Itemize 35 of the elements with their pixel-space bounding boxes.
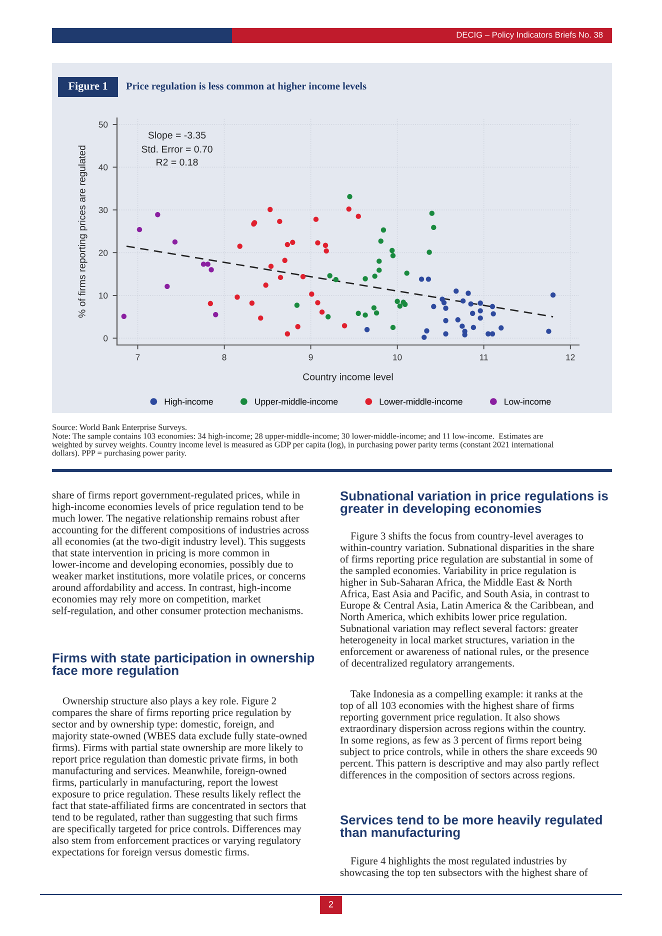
legend-label: Upper-middle-income (255, 398, 338, 406)
y-axis-title: % of firms reporting prices are regulated (78, 146, 88, 318)
text: 2 (328, 901, 334, 908)
text: Take Indonesia as a compelling example: it ranks at the top of all 103 economies with the highest share of firms reporting government price regulation. It also shows extraordinary dispersion across regions within the country. In some regions, as few as 3 percent of firms report being subject to price controls, while in others the share exceeds 90 percent. This pattern is descriptive and may also partly reflect differences in the composition of sectors across regions. (340, 690, 599, 781)
text: Firms with state participation in ownership face more regulation (52, 653, 314, 678)
annotation: Slope = -3.35 (148, 131, 206, 141)
legend-label: High-income (164, 398, 213, 406)
text: Figure 4 highlights the most regulated industries by showcasing the top ten subsectors with the highest share of (340, 857, 588, 878)
text: Note: The sample contains 103 economies: 34 high-income; 28 upper-middle-income; 30 lower-middle-income; and 11 low-income. Estimates are weighted by survey weights. Country income level is measured as GDP per capita (log), in purchasing power parity terms (constant 2021 international dollars). PPP = purchasing power parity. (52, 433, 554, 458)
text: share of firms report government-regulated prices, while in high-income economies levels of price regulation tend to be much lower. The negative relationship remains robust after accounting for the different compositions of industries across all economies (at the two-digit industry level). This suggests that state intervention in pricing is more common in lower-income and developing economies, possibly due to weaker market institutions, more volatile prices, or concerns around affordability and access. In contrast, high-income economies may rely more on competition, market self-regulation, and other consumer protection mechanisms. (52, 491, 309, 616)
x-tick-label: 9 (308, 354, 313, 360)
y-tick-label: 40 (98, 164, 108, 170)
text: DECIG – Policy Indicators Briefs No. 38 (456, 32, 603, 40)
text: Services tend to be more heavily regulated than manufacturing (340, 815, 602, 840)
x-tick-label: 10 (393, 354, 402, 360)
text: Subnational variation in price regulations is greater in developing economies (340, 491, 608, 516)
text: Ownership structure also plays a key role. Figure 2 compares the share of firms reporting price regulation by sector and by ownership type: domestic, foreign, and majority state-owned (WBES data exclude fully state-owned firms). Firms with partial state ownership are more likely to report price regulation than domestic private firms, in both manufacturing and services. Meanwhile, foreign-owned firms, particularly in manufacturing, report the lowest exposure to price regulation. These results likely reflect the fact that state-affiliated firms are concentrated in sectors that tend to be regulated, rather than suggesting that such firms are specifically targeted for price controls. Differences may also stem from enforcement practices or varying regulatory expectations for foreign versus domestic firms. (52, 697, 307, 858)
y-tick-label: 20 (98, 250, 108, 256)
y-tick-label: 10 (99, 292, 108, 299)
source-note: Source: World Bank Enterprise Surveys. (52, 424, 186, 432)
caption: Figure 1 (68, 82, 108, 92)
x-axis-title: Country income level (303, 373, 393, 382)
y-tick-label: 0 (104, 335, 108, 342)
x-tick-label: 7 (136, 354, 140, 360)
x-tick-label: 8 (222, 354, 226, 360)
y-tick-label: 50 (98, 122, 108, 128)
y-tick-label: 30 (98, 207, 108, 214)
legend-label: Low-income (504, 398, 551, 405)
x-tick-label: 11 (480, 354, 488, 360)
annotation: R2 = 0.18 (156, 158, 198, 166)
x-tick-label: 12 (566, 354, 575, 360)
chart-title: Price regulation is less common at higher income levels (126, 82, 366, 92)
legend-label: Lower-middle-income (380, 398, 462, 405)
text: Figure 3 shifts the focus from country-level averages to within-country variation. Subnational disparities in the share of firms reporting price regulation are substantial in some of the sampled economies. Variability in price regulation is higher in Sub-Saharan Africa, the Middle East & North Africa, East Asia and Pacific, and South Asia, in contrast to Europe & Central Asia, Latin America & the Caribbean, and North America, which exhibits lower price regulation. Subnational variation may reflect several factors: greater heterogeneity in local market structures, variation in the enforcement or awareness of national rules, or the presence of decentralized regulatory arrangements. (340, 532, 594, 669)
annotation: Std. Error = 0.70 (142, 145, 212, 153)
